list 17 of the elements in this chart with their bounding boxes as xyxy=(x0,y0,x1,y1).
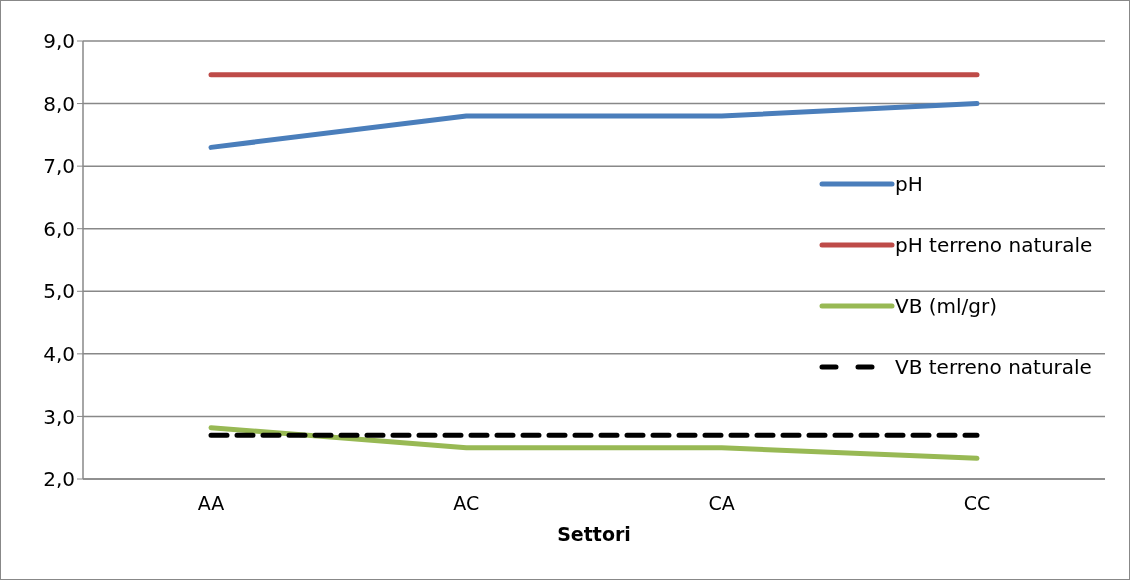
legend-label: VB (ml/gr) xyxy=(895,293,998,318)
x-tick-label: AA xyxy=(197,492,225,515)
y-tick-label: 6,0 xyxy=(43,216,75,241)
legend-label: pH xyxy=(895,171,923,196)
y-tick-label: 9,0 xyxy=(43,29,75,54)
x-tick-label: CC xyxy=(963,492,991,515)
y-tick-label: 5,0 xyxy=(43,279,75,304)
y-tick-label: 2,0 xyxy=(43,467,75,492)
y-tick-label: 7,0 xyxy=(43,154,75,179)
y-tick-label: 4,0 xyxy=(43,341,75,366)
y-tick-label: 3,0 xyxy=(43,404,75,429)
y-tick-label: 8,0 xyxy=(43,91,75,116)
x-tick-label: CA xyxy=(708,492,735,515)
x-tick-label: AC xyxy=(453,492,480,515)
legend-label: VB terreno naturale xyxy=(895,354,1092,379)
x-axis-title: Settori xyxy=(557,523,631,545)
legend-label: pH terreno naturale xyxy=(895,232,1093,257)
